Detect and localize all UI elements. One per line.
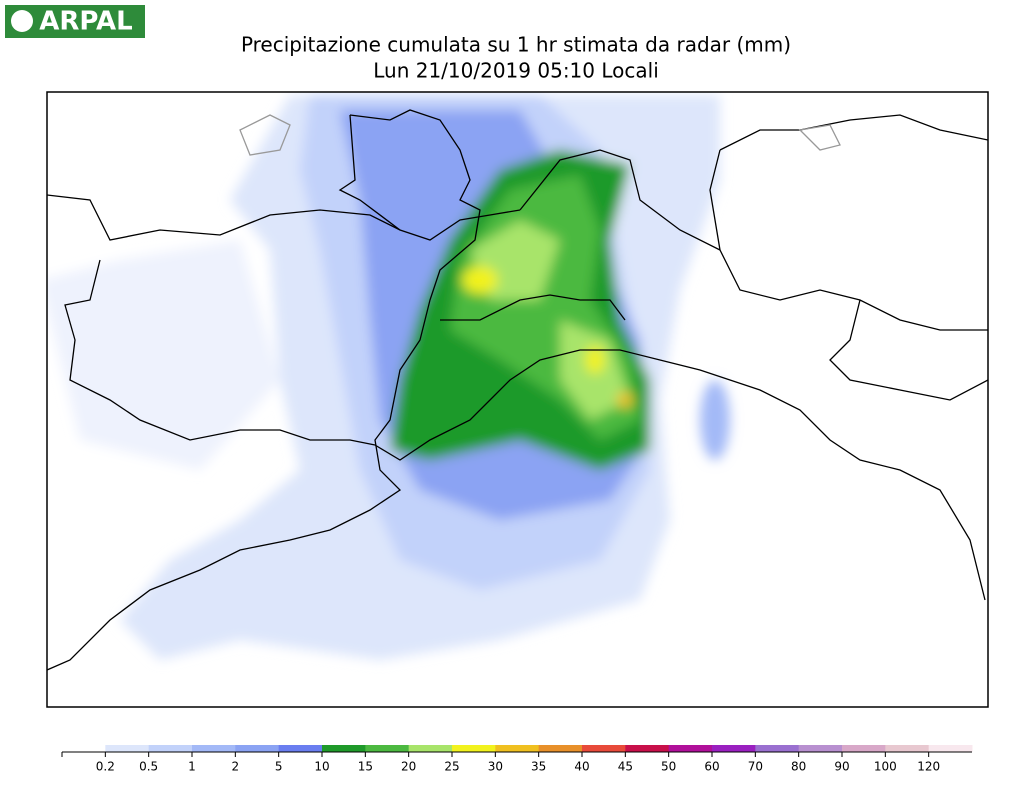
legend-swatch (192, 745, 236, 752)
legend-label: 15 (358, 760, 373, 774)
map (47, 92, 988, 707)
borders (47, 109, 988, 671)
border-line (829, 299, 988, 401)
legend-swatch (885, 745, 930, 752)
legend-label: 2 (232, 760, 240, 774)
legend-swatch (235, 745, 280, 752)
legend-label: 20 (401, 760, 416, 774)
legend-swatch (712, 745, 756, 752)
legend-label: 1 (188, 760, 196, 774)
border-line (64, 259, 376, 446)
legend-label: 35 (531, 760, 546, 774)
legend-swatch (365, 745, 410, 752)
legend-swatch (495, 745, 540, 752)
legend-swatch (105, 745, 150, 752)
legend-label: 90 (834, 760, 849, 774)
legend-swatch (582, 745, 626, 752)
border-line (709, 149, 721, 251)
legend-swatch (148, 745, 193, 752)
legend-label: 40 (574, 760, 589, 774)
legend-label: 100 (874, 760, 897, 774)
legend-label: 120 (917, 760, 940, 774)
legend-label: 0.2 (96, 760, 115, 774)
legend-swatch (842, 745, 886, 752)
border-line (719, 114, 988, 151)
logo: ARPAL (5, 5, 145, 38)
legend-swatch (278, 745, 323, 752)
legend-swatch (755, 745, 800, 752)
legend-swatch (928, 745, 973, 752)
border-line (47, 109, 481, 671)
coastline (374, 349, 986, 601)
legend-label: 0.5 (139, 760, 158, 774)
title: Precipitazione cumulata su 1 hr stimata … (241, 33, 791, 57)
color-legend: 0.2 0.5 1 2 5 10 15 20 25 30 35 40 45 50 60 70 80 90 100 12… (61, 745, 973, 774)
legend-label: 60 (704, 760, 719, 774)
border-line (47, 194, 521, 241)
border-line (519, 149, 988, 331)
legend-swatch (452, 745, 496, 752)
legend-swatch (62, 745, 106, 752)
lake (239, 114, 291, 156)
map-frame (46, 91, 989, 708)
legend-swatch (798, 745, 843, 752)
logo-text: ARPAL (39, 7, 133, 37)
subtitle: Lun 21/10/2019 05:10 Locali (373, 59, 659, 83)
legend-label: 45 (618, 760, 633, 774)
legend-label: 25 (444, 760, 459, 774)
legend-swatch (322, 745, 366, 752)
logo-icon (11, 10, 33, 32)
legend-swatch (408, 745, 453, 752)
legend-label: 30 (488, 760, 503, 774)
legend-swatch (625, 745, 670, 752)
lake (798, 124, 841, 151)
legend-swatch (538, 745, 583, 752)
precipitation-field (47, 95, 730, 660)
border-line (338, 114, 401, 231)
legend-swatch (668, 745, 713, 752)
legend-label: 70 (748, 760, 763, 774)
legend-label: 80 (791, 760, 806, 774)
legend-label: 50 (661, 760, 676, 774)
legend-label: 5 (275, 760, 283, 774)
legend-label: 10 (314, 760, 329, 774)
border-line (440, 294, 626, 321)
